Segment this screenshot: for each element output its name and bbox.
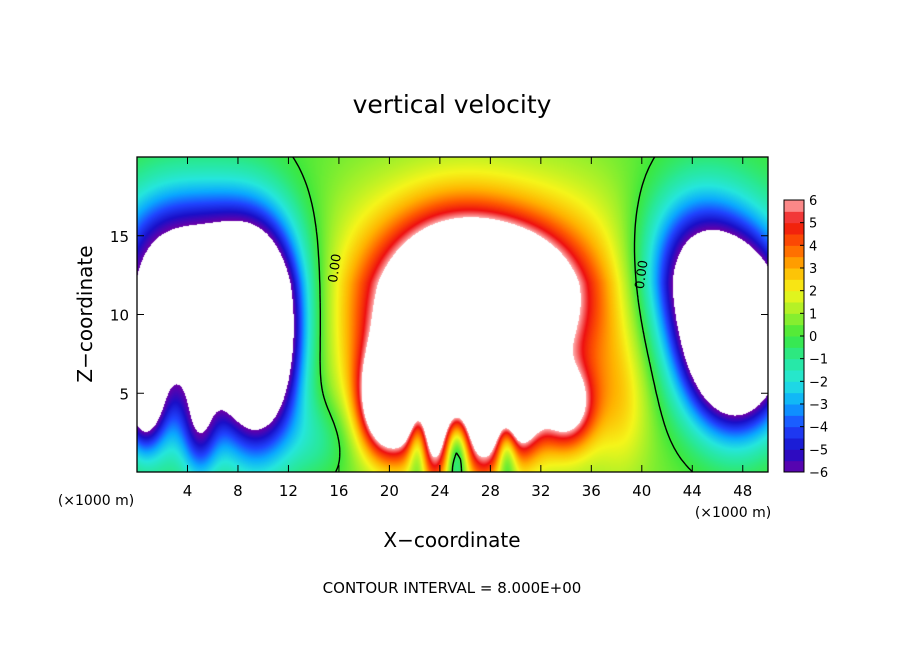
- y-tick-label: 10: [110, 307, 129, 325]
- zero-contour-path: [292, 157, 694, 472]
- contour-interval-note: CONTOUR INTERVAL = 8.000E+00: [323, 579, 582, 597]
- colorbar-tick-label: 3: [809, 262, 817, 277]
- x-tick-label: 48: [733, 482, 752, 500]
- x-tick-label: 32: [531, 482, 550, 500]
- colorbar-tick-label: 2: [809, 285, 817, 300]
- x-tick-label: 16: [329, 482, 348, 500]
- colorbar-tick-label: 0: [809, 330, 817, 345]
- colorbar-cell: [784, 426, 804, 439]
- x-tick-label: 28: [481, 482, 500, 500]
- contour-label: 0.00: [326, 253, 345, 284]
- colorbar-cell: [784, 460, 804, 473]
- x-tick-label: 4: [183, 482, 193, 500]
- colorbar-tick-label: −1: [809, 353, 828, 368]
- colorbar-tick-label: 4: [809, 239, 817, 254]
- colorbar-cell: [784, 302, 804, 314]
- y-axis-ticks: 5 10 15: [110, 228, 768, 403]
- x-tick-label: 40: [632, 482, 651, 500]
- chart-title: vertical velocity: [353, 90, 552, 119]
- colorbar-cell: [784, 438, 804, 450]
- colorbar-tick-label: 5: [809, 217, 817, 232]
- x-unit-label-left: (×1000 m): [58, 493, 134, 509]
- colorbar-tick-label: −5: [809, 443, 828, 458]
- colorbar-tick-label: −4: [809, 421, 828, 436]
- colorbar-tick-label: −6: [809, 466, 828, 481]
- colorbar-tick-label: 1: [809, 307, 817, 322]
- colorbar-cell: [784, 336, 804, 348]
- colorbar-cell: [784, 279, 804, 292]
- x-axis-ticks: 4 8 12 16 20 24 28 32 36 40 44 48: [183, 157, 752, 500]
- x-tick-label: 24: [430, 482, 449, 500]
- velocity-field-heatmap: [137, 157, 768, 472]
- x-tick-label: 8: [233, 482, 243, 500]
- colorbar-tick-label: −2: [809, 375, 828, 390]
- y-tick-label: 5: [119, 385, 129, 403]
- colorbar-cell: [784, 290, 804, 303]
- colorbar-tick-label: −3: [809, 398, 828, 413]
- colorbar-cell: [784, 404, 804, 416]
- colorbar-cell: [784, 222, 804, 235]
- colorbar-cell: [784, 256, 804, 269]
- x-axis-title: X−coordinate: [383, 528, 520, 552]
- colorbar-tick-label: 6: [809, 194, 817, 209]
- x-tick-label: 20: [380, 482, 399, 500]
- y-tick-label: 15: [110, 228, 129, 246]
- colorbar-cell: [784, 347, 804, 360]
- colorbar-cell: [784, 268, 804, 280]
- colorbar-cell: [784, 392, 804, 405]
- colorbar-cell: [784, 245, 804, 258]
- x-tick-label: 12: [279, 482, 298, 500]
- colorbar-cell: [784, 200, 804, 212]
- colorbar-cell: [784, 370, 804, 382]
- contour-label: 0.00: [633, 259, 652, 290]
- colorbar-cell: [784, 449, 804, 462]
- colorbar-cell: [784, 415, 804, 428]
- colorbar-cell: [784, 234, 804, 246]
- colorbar-cell: [784, 381, 804, 394]
- colorbar-cell: [784, 324, 804, 337]
- colorbar-cell: [784, 211, 804, 224]
- colorbar: 6 5 4 3 2 1 0 −1 −2 −3 −4 −5 −6: [783, 194, 828, 481]
- x-unit-label-right: (×1000 m): [695, 505, 771, 521]
- colorbar-cell: [784, 358, 804, 371]
- x-tick-label: 36: [582, 482, 601, 500]
- x-tick-label: 44: [683, 482, 702, 500]
- colorbar-cell: [784, 313, 804, 326]
- contour-labels: 0.00 0.00: [326, 253, 652, 290]
- zero-contour-lines: [292, 157, 694, 472]
- y-axis-title: Z−coordinate: [73, 245, 97, 382]
